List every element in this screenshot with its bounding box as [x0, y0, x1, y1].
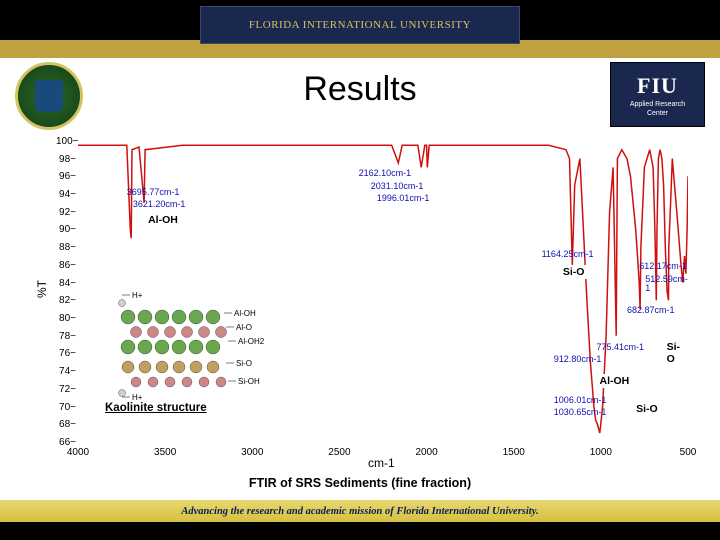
svg-text:Si-O: Si-O: [236, 359, 252, 368]
ytick: 74−: [56, 366, 76, 377]
chart-xlabel: cm-1: [368, 456, 395, 470]
peak-label: 775.41cm-1: [597, 343, 645, 353]
chart-annotation: Al-OH: [145, 213, 181, 227]
ytick: 72−: [56, 384, 76, 395]
xtick: 3000: [237, 447, 267, 458]
xtick: 1000: [586, 447, 616, 458]
footer-black-band: [0, 522, 720, 540]
svg-text:Al-OH: Al-OH: [234, 309, 256, 318]
page-title: Results: [0, 70, 720, 109]
fiu-banner: FLORIDA INTERNATIONAL UNIVERSITY: [200, 6, 520, 44]
ytick: 90−: [56, 224, 76, 235]
peak-label: 1030.65cm-1: [554, 408, 607, 418]
fiu-logo-sub2: Center: [647, 110, 668, 117]
peak-label: 2031.10cm-1: [371, 182, 424, 192]
chart-annotation: Si-O: [664, 340, 688, 366]
chart-caption: FTIR of SRS Sediments (fine fraction): [0, 476, 720, 490]
ytick: 96−: [56, 171, 76, 182]
ytick: 68−: [56, 419, 76, 430]
ytick: 92−: [56, 207, 76, 218]
peak-label: 1006.01cm-1: [554, 396, 607, 406]
ytick: 86−: [56, 260, 76, 271]
ytick: 82−: [56, 295, 76, 306]
kaolinite-label: Kaolinite structure: [105, 402, 207, 414]
xtick: 2500: [324, 447, 354, 458]
ytick: 84−: [56, 278, 76, 289]
xtick: 4000: [63, 447, 93, 458]
ytick: 70−: [56, 402, 76, 413]
ytick: 88−: [56, 242, 76, 253]
chart-annotation: Al-OH: [597, 374, 633, 388]
peak-label: 512.59cm-1: [645, 275, 688, 295]
svg-text:Si-OH: Si-OH: [238, 377, 260, 386]
peak-label: 682.87cm-1: [627, 306, 675, 316]
xtick: 500: [673, 447, 703, 458]
svg-text:H+: H+: [132, 393, 143, 400]
ytick: 78−: [56, 331, 76, 342]
chart-ylabel: %T: [35, 280, 49, 298]
svg-text:H+: H+: [132, 291, 143, 300]
xtick: 3500: [150, 447, 180, 458]
peak-label: 2162.10cm-1: [359, 169, 412, 179]
ytick: 98−: [56, 154, 76, 165]
xtick: 2000: [412, 447, 442, 458]
svg-text:Al-O: Al-O: [236, 323, 252, 332]
chart-annotation: Si-O: [560, 265, 588, 279]
svg-text:Al-OH2: Al-OH2: [238, 337, 265, 346]
ytick: 100−: [56, 136, 76, 147]
chart-annotation: Si-O: [633, 402, 661, 416]
peak-label: 3695.77cm-1: [127, 188, 180, 198]
peak-label: 1164.25cm-1: [542, 250, 594, 260]
peak-label: 1996.01cm-1: [377, 194, 430, 204]
xtick: 1500: [499, 447, 529, 458]
ytick: 76−: [56, 348, 76, 359]
ytick: 80−: [56, 313, 76, 324]
footer-band: Advancing the research and academic miss…: [0, 500, 720, 522]
peak-label: 912.80cm-1: [554, 355, 602, 365]
ytick: 94−: [56, 189, 76, 200]
peak-label: 612.17cm-1: [639, 262, 687, 272]
kaolinite-structure: H+ Al-OH Al-O Al-OH2 Si-O Si-OH H+: [110, 285, 275, 400]
peak-label: 3621.20cm-1: [133, 200, 186, 210]
